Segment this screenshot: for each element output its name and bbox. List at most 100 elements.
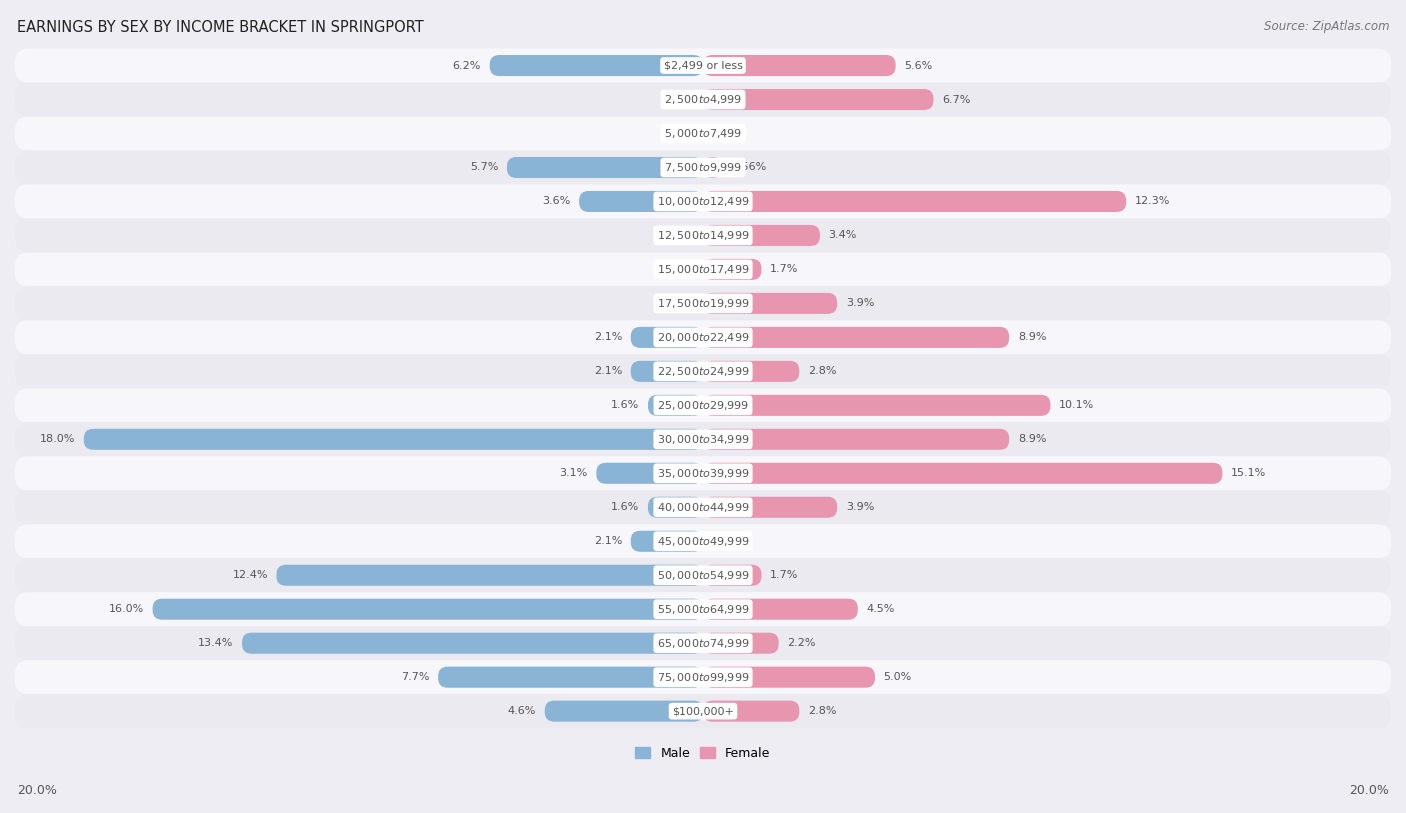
Text: 8.9%: 8.9%	[1018, 434, 1046, 445]
FancyBboxPatch shape	[703, 293, 837, 314]
Text: 4.6%: 4.6%	[508, 706, 536, 716]
FancyBboxPatch shape	[15, 320, 1391, 354]
Text: 18.0%: 18.0%	[39, 434, 75, 445]
Text: 12.4%: 12.4%	[232, 570, 267, 580]
Text: $75,000 to $99,999: $75,000 to $99,999	[657, 671, 749, 684]
FancyBboxPatch shape	[15, 185, 1391, 219]
Text: 0.0%: 0.0%	[711, 537, 740, 546]
FancyBboxPatch shape	[544, 701, 703, 722]
Text: 3.1%: 3.1%	[560, 468, 588, 478]
FancyBboxPatch shape	[596, 463, 703, 484]
Text: $40,000 to $44,999: $40,000 to $44,999	[657, 501, 749, 514]
Text: 20.0%: 20.0%	[1350, 784, 1389, 797]
Text: 1.7%: 1.7%	[770, 570, 799, 580]
FancyBboxPatch shape	[703, 598, 858, 620]
FancyBboxPatch shape	[648, 395, 703, 416]
FancyBboxPatch shape	[15, 559, 1391, 592]
Text: 2.8%: 2.8%	[808, 706, 837, 716]
Text: $10,000 to $12,499: $10,000 to $12,499	[657, 195, 749, 208]
FancyBboxPatch shape	[703, 633, 779, 654]
FancyBboxPatch shape	[15, 626, 1391, 660]
Text: $22,500 to $24,999: $22,500 to $24,999	[657, 365, 749, 378]
Text: 3.9%: 3.9%	[846, 502, 875, 512]
Text: 1.7%: 1.7%	[770, 264, 799, 275]
Text: $45,000 to $49,999: $45,000 to $49,999	[657, 535, 749, 548]
Text: 2.1%: 2.1%	[593, 537, 623, 546]
Text: Source: ZipAtlas.com: Source: ZipAtlas.com	[1264, 20, 1389, 33]
Text: 16.0%: 16.0%	[108, 604, 143, 614]
FancyBboxPatch shape	[703, 701, 800, 722]
Text: $7,500 to $9,999: $7,500 to $9,999	[664, 161, 742, 174]
FancyBboxPatch shape	[703, 395, 1050, 416]
Text: 2.2%: 2.2%	[787, 638, 815, 648]
Text: EARNINGS BY SEX BY INCOME BRACKET IN SPRINGPORT: EARNINGS BY SEX BY INCOME BRACKET IN SPR…	[17, 20, 423, 35]
FancyBboxPatch shape	[703, 55, 896, 76]
Text: 10.1%: 10.1%	[1059, 400, 1094, 411]
Text: 13.4%: 13.4%	[198, 638, 233, 648]
FancyBboxPatch shape	[703, 428, 1010, 450]
FancyBboxPatch shape	[703, 565, 762, 585]
Text: $20,000 to $22,499: $20,000 to $22,499	[657, 331, 749, 344]
Text: 3.6%: 3.6%	[543, 197, 571, 207]
FancyBboxPatch shape	[15, 219, 1391, 252]
FancyBboxPatch shape	[15, 354, 1391, 389]
Text: 0.0%: 0.0%	[666, 128, 695, 138]
FancyBboxPatch shape	[15, 116, 1391, 150]
Text: $100,000+: $100,000+	[672, 706, 734, 716]
Text: $2,500 to $4,999: $2,500 to $4,999	[664, 93, 742, 106]
Text: 15.1%: 15.1%	[1232, 468, 1267, 478]
Text: $50,000 to $54,999: $50,000 to $54,999	[657, 569, 749, 582]
FancyBboxPatch shape	[631, 327, 703, 348]
Text: 2.1%: 2.1%	[593, 333, 623, 342]
FancyBboxPatch shape	[15, 83, 1391, 116]
Text: 0.0%: 0.0%	[666, 94, 695, 105]
FancyBboxPatch shape	[242, 633, 703, 654]
Text: $12,500 to $14,999: $12,500 to $14,999	[657, 229, 749, 242]
FancyBboxPatch shape	[153, 598, 703, 620]
Text: 6.2%: 6.2%	[453, 60, 481, 71]
Text: 3.4%: 3.4%	[828, 230, 856, 241]
FancyBboxPatch shape	[703, 361, 800, 382]
FancyBboxPatch shape	[703, 497, 837, 518]
Text: 1.6%: 1.6%	[612, 400, 640, 411]
FancyBboxPatch shape	[15, 660, 1391, 694]
Text: $30,000 to $34,999: $30,000 to $34,999	[657, 433, 749, 446]
Text: 20.0%: 20.0%	[17, 784, 56, 797]
Text: $17,500 to $19,999: $17,500 to $19,999	[657, 297, 749, 310]
FancyBboxPatch shape	[15, 524, 1391, 559]
FancyBboxPatch shape	[703, 667, 875, 688]
FancyBboxPatch shape	[15, 150, 1391, 185]
Text: 5.0%: 5.0%	[883, 672, 912, 682]
FancyBboxPatch shape	[15, 252, 1391, 286]
FancyBboxPatch shape	[508, 157, 703, 178]
Text: 12.3%: 12.3%	[1135, 197, 1170, 207]
FancyBboxPatch shape	[703, 157, 723, 178]
Text: $55,000 to $64,999: $55,000 to $64,999	[657, 602, 749, 615]
Text: $15,000 to $17,499: $15,000 to $17,499	[657, 263, 749, 276]
Text: 0.56%: 0.56%	[731, 163, 766, 172]
FancyBboxPatch shape	[15, 389, 1391, 422]
Text: $65,000 to $74,999: $65,000 to $74,999	[657, 637, 749, 650]
Text: 5.7%: 5.7%	[470, 163, 498, 172]
FancyBboxPatch shape	[703, 225, 820, 246]
Text: $5,000 to $7,499: $5,000 to $7,499	[664, 127, 742, 140]
Text: 3.9%: 3.9%	[846, 298, 875, 308]
FancyBboxPatch shape	[703, 259, 762, 280]
FancyBboxPatch shape	[15, 456, 1391, 490]
FancyBboxPatch shape	[631, 361, 703, 382]
Text: 0.0%: 0.0%	[711, 128, 740, 138]
Text: 8.9%: 8.9%	[1018, 333, 1046, 342]
Text: 2.1%: 2.1%	[593, 367, 623, 376]
Text: $35,000 to $39,999: $35,000 to $39,999	[657, 467, 749, 480]
Text: 6.7%: 6.7%	[942, 94, 970, 105]
FancyBboxPatch shape	[703, 463, 1222, 484]
FancyBboxPatch shape	[439, 667, 703, 688]
FancyBboxPatch shape	[579, 191, 703, 212]
FancyBboxPatch shape	[15, 490, 1391, 524]
FancyBboxPatch shape	[15, 694, 1391, 728]
Text: $2,499 or less: $2,499 or less	[664, 60, 742, 71]
FancyBboxPatch shape	[15, 422, 1391, 456]
Text: 0.0%: 0.0%	[666, 264, 695, 275]
Text: 0.0%: 0.0%	[666, 298, 695, 308]
FancyBboxPatch shape	[703, 327, 1010, 348]
